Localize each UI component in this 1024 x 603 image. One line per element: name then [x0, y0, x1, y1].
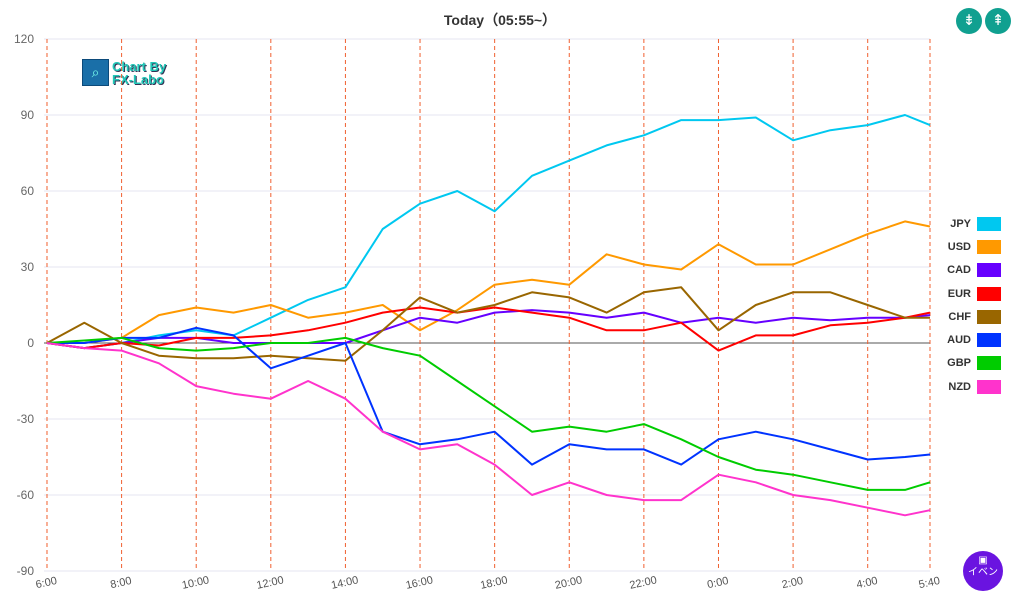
- series-line-nzd: [46, 342, 931, 517]
- event-button-label: イベン: [968, 567, 998, 578]
- legend-item-usd[interactable]: USD: [935, 235, 1001, 258]
- magnifier-chart-icon: ⌕: [82, 59, 109, 86]
- legend-item-jpy[interactable]: JPY: [935, 212, 1001, 235]
- compress-vertical-icon[interactable]: ⇟: [956, 8, 982, 34]
- legend-swatch: [977, 239, 1001, 254]
- series-line-usd: [47, 220, 931, 344]
- legend-item-chf[interactable]: CHF: [935, 305, 1001, 328]
- logo-line2: FX-Labo: [112, 71, 164, 87]
- legend-item-gbp[interactable]: GBP: [935, 352, 1001, 375]
- legend-swatch: [977, 263, 1001, 278]
- legend-label: CAD: [947, 264, 971, 277]
- y-tick-label: 60: [21, 184, 35, 198]
- legend-label: GBP: [947, 357, 971, 370]
- series-line-cad: [46, 309, 931, 350]
- series-line-gbp: [46, 336, 931, 491]
- legend-swatch: [977, 286, 1001, 301]
- legend-label: JPY: [950, 217, 971, 230]
- x-tick-label: 22:00: [629, 574, 658, 591]
- series-line-eur: [46, 306, 931, 352]
- y-tick-label: 120: [14, 32, 34, 46]
- legend-label: CHF: [948, 310, 971, 323]
- legend-label: USD: [947, 240, 971, 253]
- x-tick-label: 14:00: [330, 574, 359, 591]
- y-tick-label: 90: [21, 108, 35, 122]
- event-button[interactable]: ▣ イベン: [963, 551, 1003, 591]
- x-tick-label: 10:00: [181, 574, 210, 591]
- chart-title: Today（05:55~）: [443, 12, 557, 28]
- x-tick-label: 5:40: [918, 575, 941, 591]
- x-tick-label: 12:00: [255, 574, 284, 591]
- series-line-chf: [46, 286, 930, 362]
- x-tick-label: 0:00: [706, 575, 729, 591]
- legend-swatch: [977, 379, 1001, 394]
- x-tick-label: 6:00: [35, 575, 58, 591]
- calendar-icon: ▣: [978, 555, 988, 566]
- series-line-aud: [47, 326, 931, 466]
- expand-vertical-icon[interactable]: ⇞: [985, 8, 1011, 34]
- legend-item-cad[interactable]: CAD: [935, 259, 1001, 282]
- legend-label: EUR: [947, 287, 971, 300]
- x-tick-label: 20:00: [554, 574, 583, 591]
- x-tick-label: 16:00: [405, 574, 434, 591]
- legend-label: AUD: [947, 334, 971, 347]
- legend-item-nzd[interactable]: NZD: [935, 375, 1001, 398]
- x-tick-label: 8:00: [109, 575, 132, 591]
- legend-label: NZD: [948, 380, 971, 393]
- legend-item-eur[interactable]: EUR: [935, 282, 1001, 305]
- legend-swatch: [977, 216, 1001, 231]
- logo-line1: Chart By: [112, 58, 167, 74]
- x-tick-label: 2:00: [781, 575, 804, 591]
- y-tick-label: -60: [17, 488, 35, 502]
- legend-swatch: [977, 333, 1001, 348]
- series-line-jpy: [46, 114, 931, 350]
- y-tick-label: 0: [27, 336, 34, 350]
- legend-swatch: [977, 356, 1001, 371]
- legend-swatch: [977, 309, 1001, 324]
- x-tick-label: 4:00: [855, 575, 878, 591]
- x-tick-label: 18:00: [479, 574, 508, 591]
- y-tick-label: 30: [21, 260, 35, 274]
- logo: ⌕ Chart By FX-Labo: [82, 59, 166, 86]
- legend-item-aud[interactable]: AUD: [935, 328, 1001, 351]
- y-tick-label: -90: [17, 564, 35, 578]
- y-tick-label: -30: [17, 412, 35, 426]
- legend: JPY USD CAD EUR CHF AUD GBP NZD: [935, 212, 1001, 398]
